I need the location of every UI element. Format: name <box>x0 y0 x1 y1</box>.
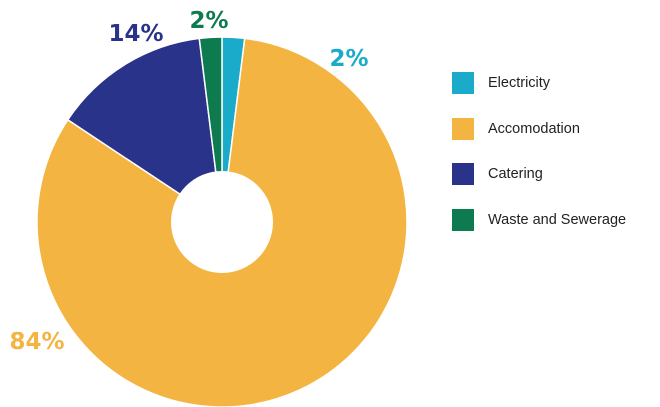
donut-hole <box>171 171 273 273</box>
legend-item-waste-and-sewerage: Waste and Sewerage <box>452 208 627 231</box>
legend-item-catering: Catering <box>452 163 626 185</box>
legend-swatch-accomodation <box>452 117 474 140</box>
data-label-catering: 14% <box>108 21 163 47</box>
legend-swatch-waste-and-sewerage <box>452 208 474 231</box>
legend-label-catering: Catering <box>488 166 543 182</box>
legend-swatch-electricity <box>452 72 474 94</box>
pie-slice-catering <box>66 37 223 224</box>
legend: Electricity Accomodation Catering Waste … <box>452 72 626 254</box>
data-label-electricity: 2% <box>329 46 368 72</box>
data-label-accomodation: 84% <box>9 329 64 355</box>
legend-swatch-catering <box>452 163 474 185</box>
legend-label-waste-and-sewerage: Waste and Sewerage <box>488 211 627 228</box>
legend-label-electricity: Electricity <box>488 75 551 91</box>
legend-item-accomodation: Accomodation <box>452 117 626 140</box>
legend-item-electricity: Electricity <box>452 72 626 94</box>
legend-label-accomodation: Accomodation <box>488 120 580 137</box>
data-label-waste-and-sewerage: 2% <box>189 8 228 34</box>
